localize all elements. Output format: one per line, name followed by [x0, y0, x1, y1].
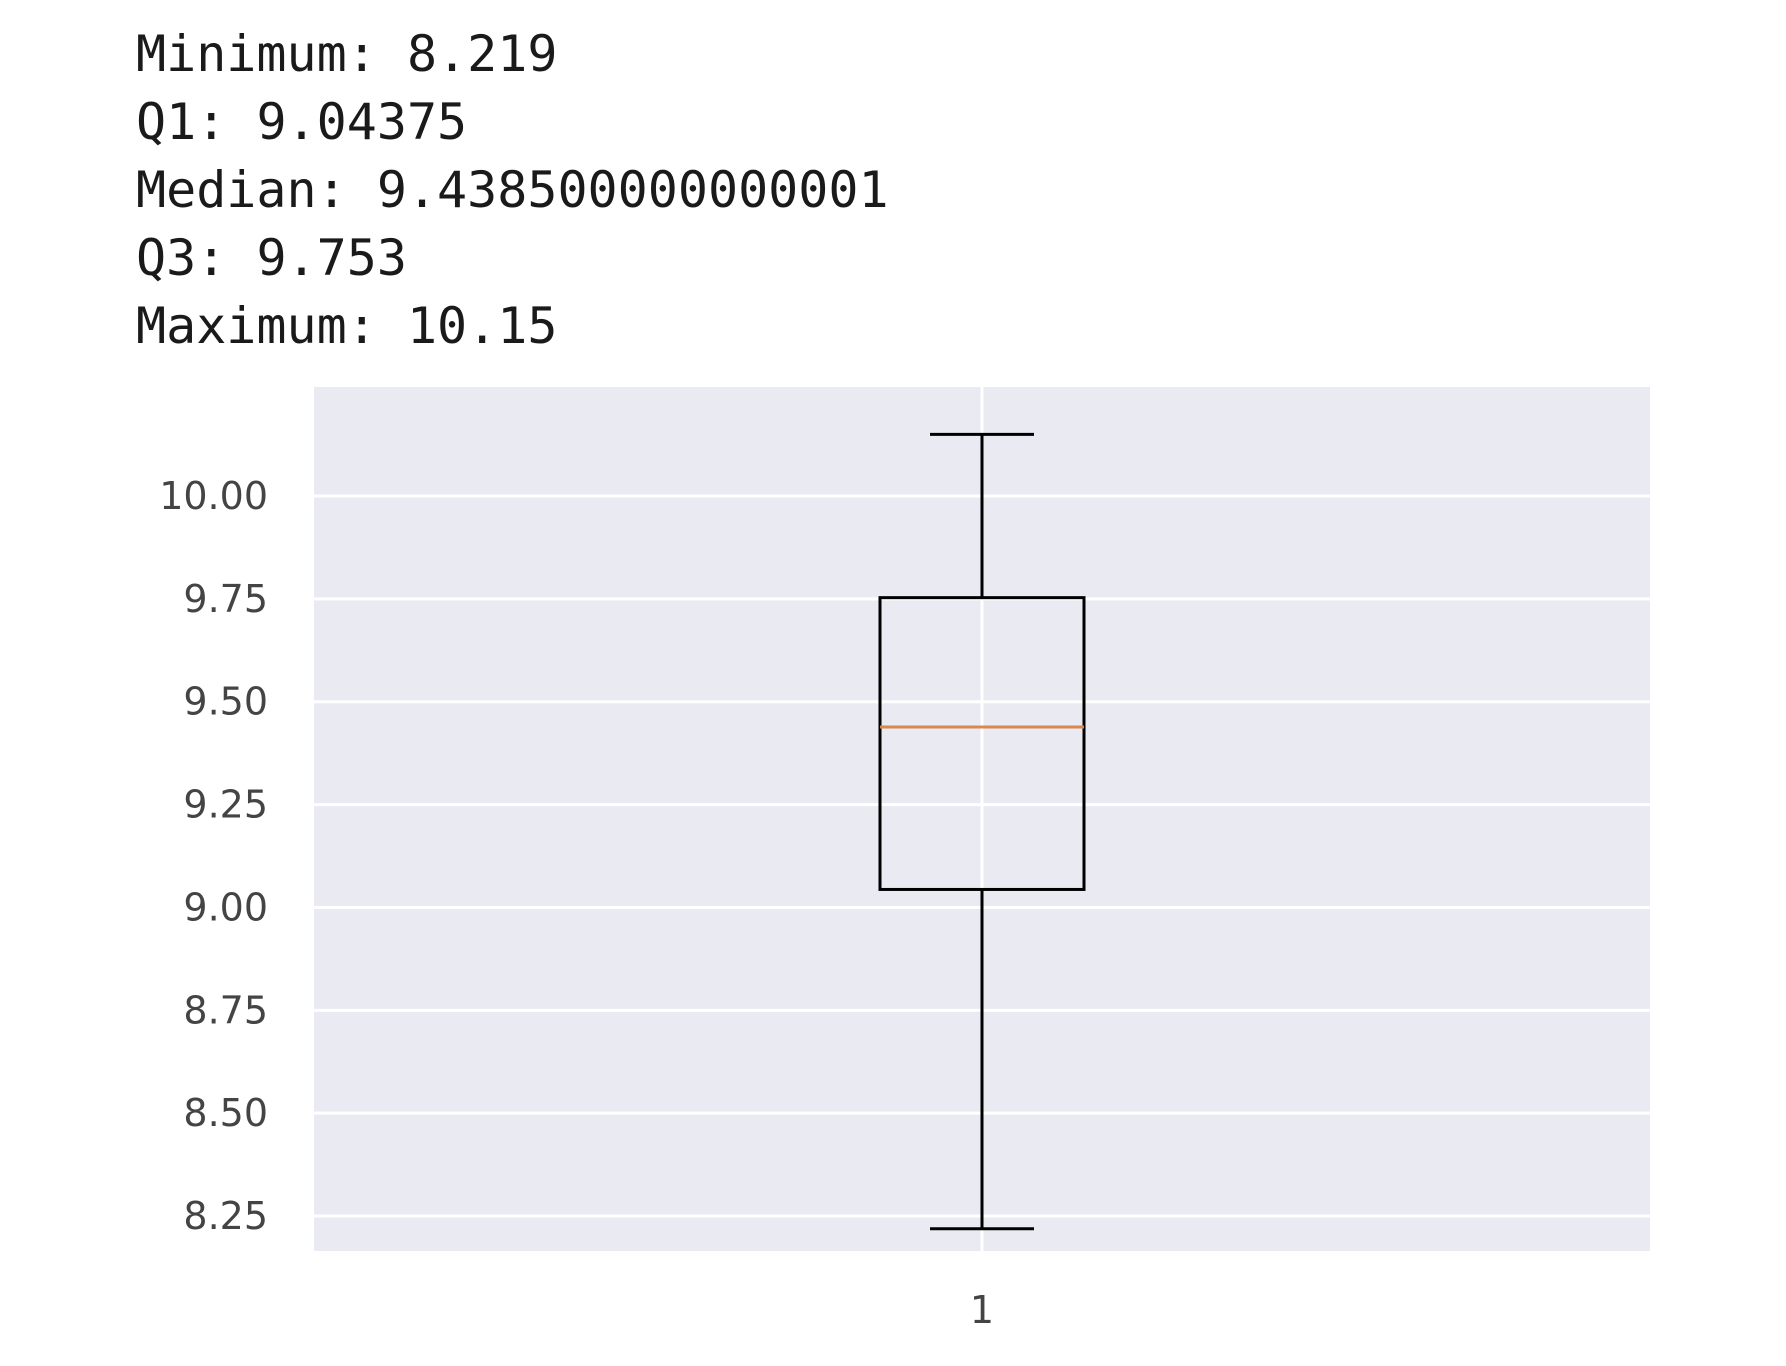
iqr-box [878, 596, 1086, 891]
y-tick-label: 10.00 [159, 474, 268, 518]
stat-median: Median: 9.438500000000001 [136, 161, 889, 219]
x-tick-label: 1 [970, 1288, 994, 1332]
y-tick-label: 8.50 [183, 1091, 268, 1135]
y-tick-label: 9.00 [183, 885, 268, 929]
summary-stats: Minimum: 8.219 Q1: 9.04375 Median: 9.438… [136, 20, 889, 360]
stat-q3: Q3: 9.753 [136, 229, 407, 287]
stat-minimum: Minimum: 8.219 [136, 25, 558, 83]
stat-maximum: Maximum: 10.15 [136, 297, 558, 355]
y-tick-label: 9.25 [183, 783, 268, 827]
y-tick-label: 8.75 [183, 988, 268, 1032]
y-tick-label: 9.75 [183, 577, 268, 621]
y-tick-label: 8.25 [183, 1194, 268, 1238]
stat-q1: Q1: 9.04375 [136, 93, 468, 151]
y-tick-label: 9.50 [183, 680, 268, 724]
